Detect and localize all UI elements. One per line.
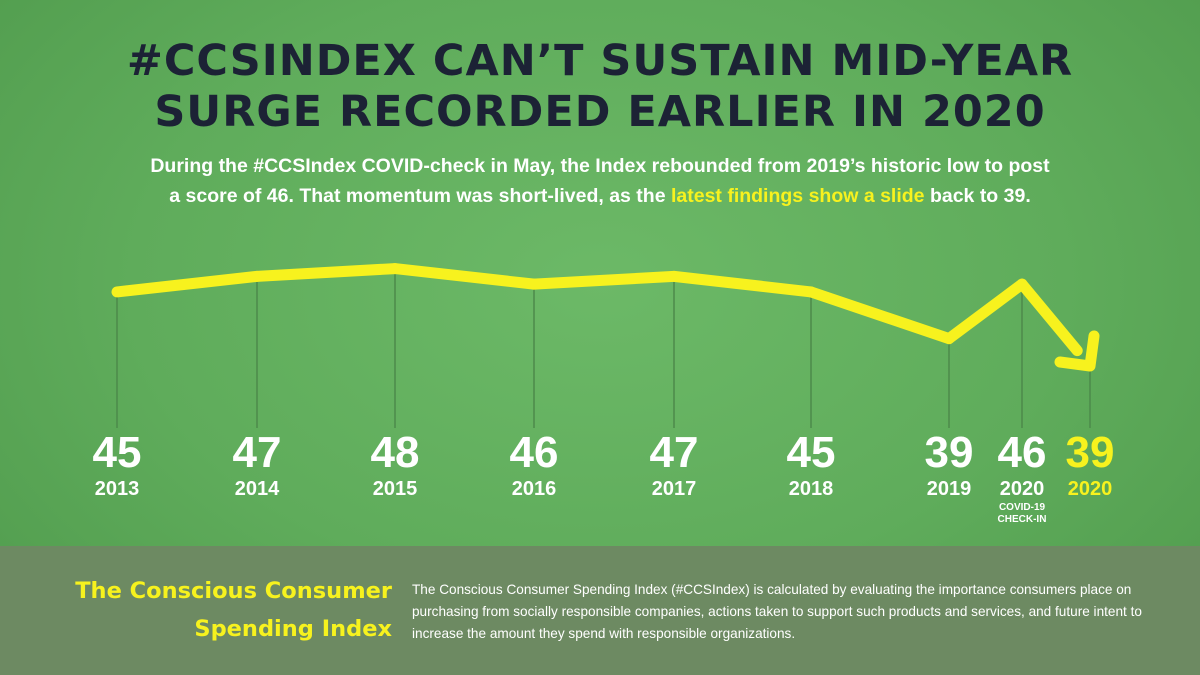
year-label-7: 2020 — [1000, 478, 1045, 500]
arrowhead — [1054, 330, 1100, 372]
line-chart: 4520134720144820154620164720174520183920… — [93, 263, 1115, 525]
value-label-5: 45 — [787, 428, 836, 477]
value-label-2: 48 — [371, 428, 420, 477]
headline: #CCSINDEX CAN’T SUSTAIN MID-YEAR SURGE R… — [0, 36, 1200, 138]
subtitle: During the #CCSIndex COVID-check in May,… — [110, 151, 1090, 211]
series-segment-3 — [528, 270, 680, 290]
headline-line-2: SURGE RECORDED EARLIER IN 2020 — [154, 87, 1046, 137]
subtitle-line-2-start: a score of 46. That momentum was short-l… — [169, 185, 671, 207]
year-label-1: 2014 — [235, 478, 280, 500]
series-segment-7 — [1016, 278, 1083, 357]
subtitle-line-2-end: back to 39. — [924, 185, 1031, 207]
series-segment-0 — [111, 270, 263, 298]
chart-series — [111, 263, 1100, 372]
series-segment-2 — [389, 263, 540, 290]
year-label-6: 2019 — [927, 478, 972, 500]
brand-title-line-2: Spending Index — [194, 616, 392, 642]
note-label-7-0: COVID-19 — [999, 502, 1046, 513]
series-segment-4 — [668, 270, 817, 298]
year-label-8: 2020 — [1068, 478, 1113, 500]
series-segment-1 — [251, 263, 401, 282]
year-label-4: 2017 — [652, 478, 697, 500]
value-label-0: 45 — [93, 428, 142, 477]
year-label-0: 2013 — [95, 478, 140, 500]
series-segment-6 — [943, 278, 1028, 345]
year-label-5: 2018 — [789, 478, 834, 500]
footer-band — [0, 546, 1200, 675]
series-segment-5 — [805, 286, 955, 345]
note-label-7-1: CHECK-IN — [998, 514, 1047, 525]
brand-title-line-1: The Conscious Consumer — [75, 578, 392, 604]
value-label-4: 47 — [650, 428, 699, 477]
brand-title: The Conscious Consumer Spending Index — [75, 572, 392, 648]
subtitle-highlight: latest findings show a slide — [670, 185, 925, 207]
value-label-8: 39 — [1066, 428, 1115, 477]
value-label-7: 46 — [998, 428, 1047, 477]
value-label-6: 39 — [925, 428, 974, 477]
chart-stems — [116, 268, 1091, 428]
index-description: The Conscious Consumer Spending Index (#… — [412, 582, 1142, 641]
value-label-1: 47 — [233, 428, 282, 477]
year-label-2: 2015 — [373, 478, 418, 500]
subtitle-line-1: During the #CCSIndex COVID-check in May,… — [150, 155, 1050, 177]
headline-line-1: #CCSINDEX CAN’T SUSTAIN MID-YEAR — [126, 36, 1074, 86]
year-label-3: 2016 — [512, 478, 557, 500]
chart-labels: 4520134720144820154620164720174520183920… — [93, 428, 1115, 525]
value-label-3: 46 — [510, 428, 559, 477]
